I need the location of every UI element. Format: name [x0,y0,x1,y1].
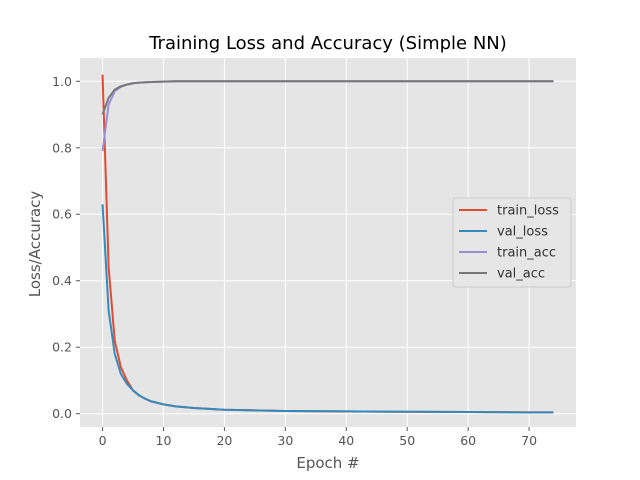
series-line-val-loss [101,204,554,414]
y-tick-label: 1.0 [52,74,72,89]
x-tick-label: 60 [460,433,476,448]
x-tick-label: 10 [156,433,172,448]
x-tick-label: 20 [216,433,232,448]
chart-title: Training Loss and Accuracy (Simple NN) [148,33,507,54]
series-layer [101,74,554,414]
y-tick-label: 0.0 [52,406,72,421]
y-tick-label: 0.2 [52,340,72,355]
legend-label: train_loss [497,204,559,219]
x-tick-label: 40 [338,433,354,448]
x-tick-label: 30 [277,433,293,448]
series-line-val-acc [101,80,554,115]
x-tick-label: 0 [99,433,107,448]
legend-label: val_acc [497,267,545,282]
legend: train_loss val_loss train_acc val_acc [452,197,572,288]
y-tick-label: 0.8 [52,140,72,155]
legend-box [452,197,572,288]
legend-label: train_acc [497,246,556,261]
x-tick-label: 70 [521,433,537,448]
x-axis-label: Epoch # [296,454,359,472]
x-tick-label: 50 [399,433,415,448]
legend-label: val_loss [497,225,548,240]
y-tick-label: 0.4 [52,273,72,288]
y-tick-label: 0.6 [52,207,72,222]
ticks: 0 10 20 30 40 50 60 70 0.0 0.2 0.4 0.6 0.8 1.0 [52,74,537,448]
y-axis-label: Loss/Accuracy [26,191,44,298]
